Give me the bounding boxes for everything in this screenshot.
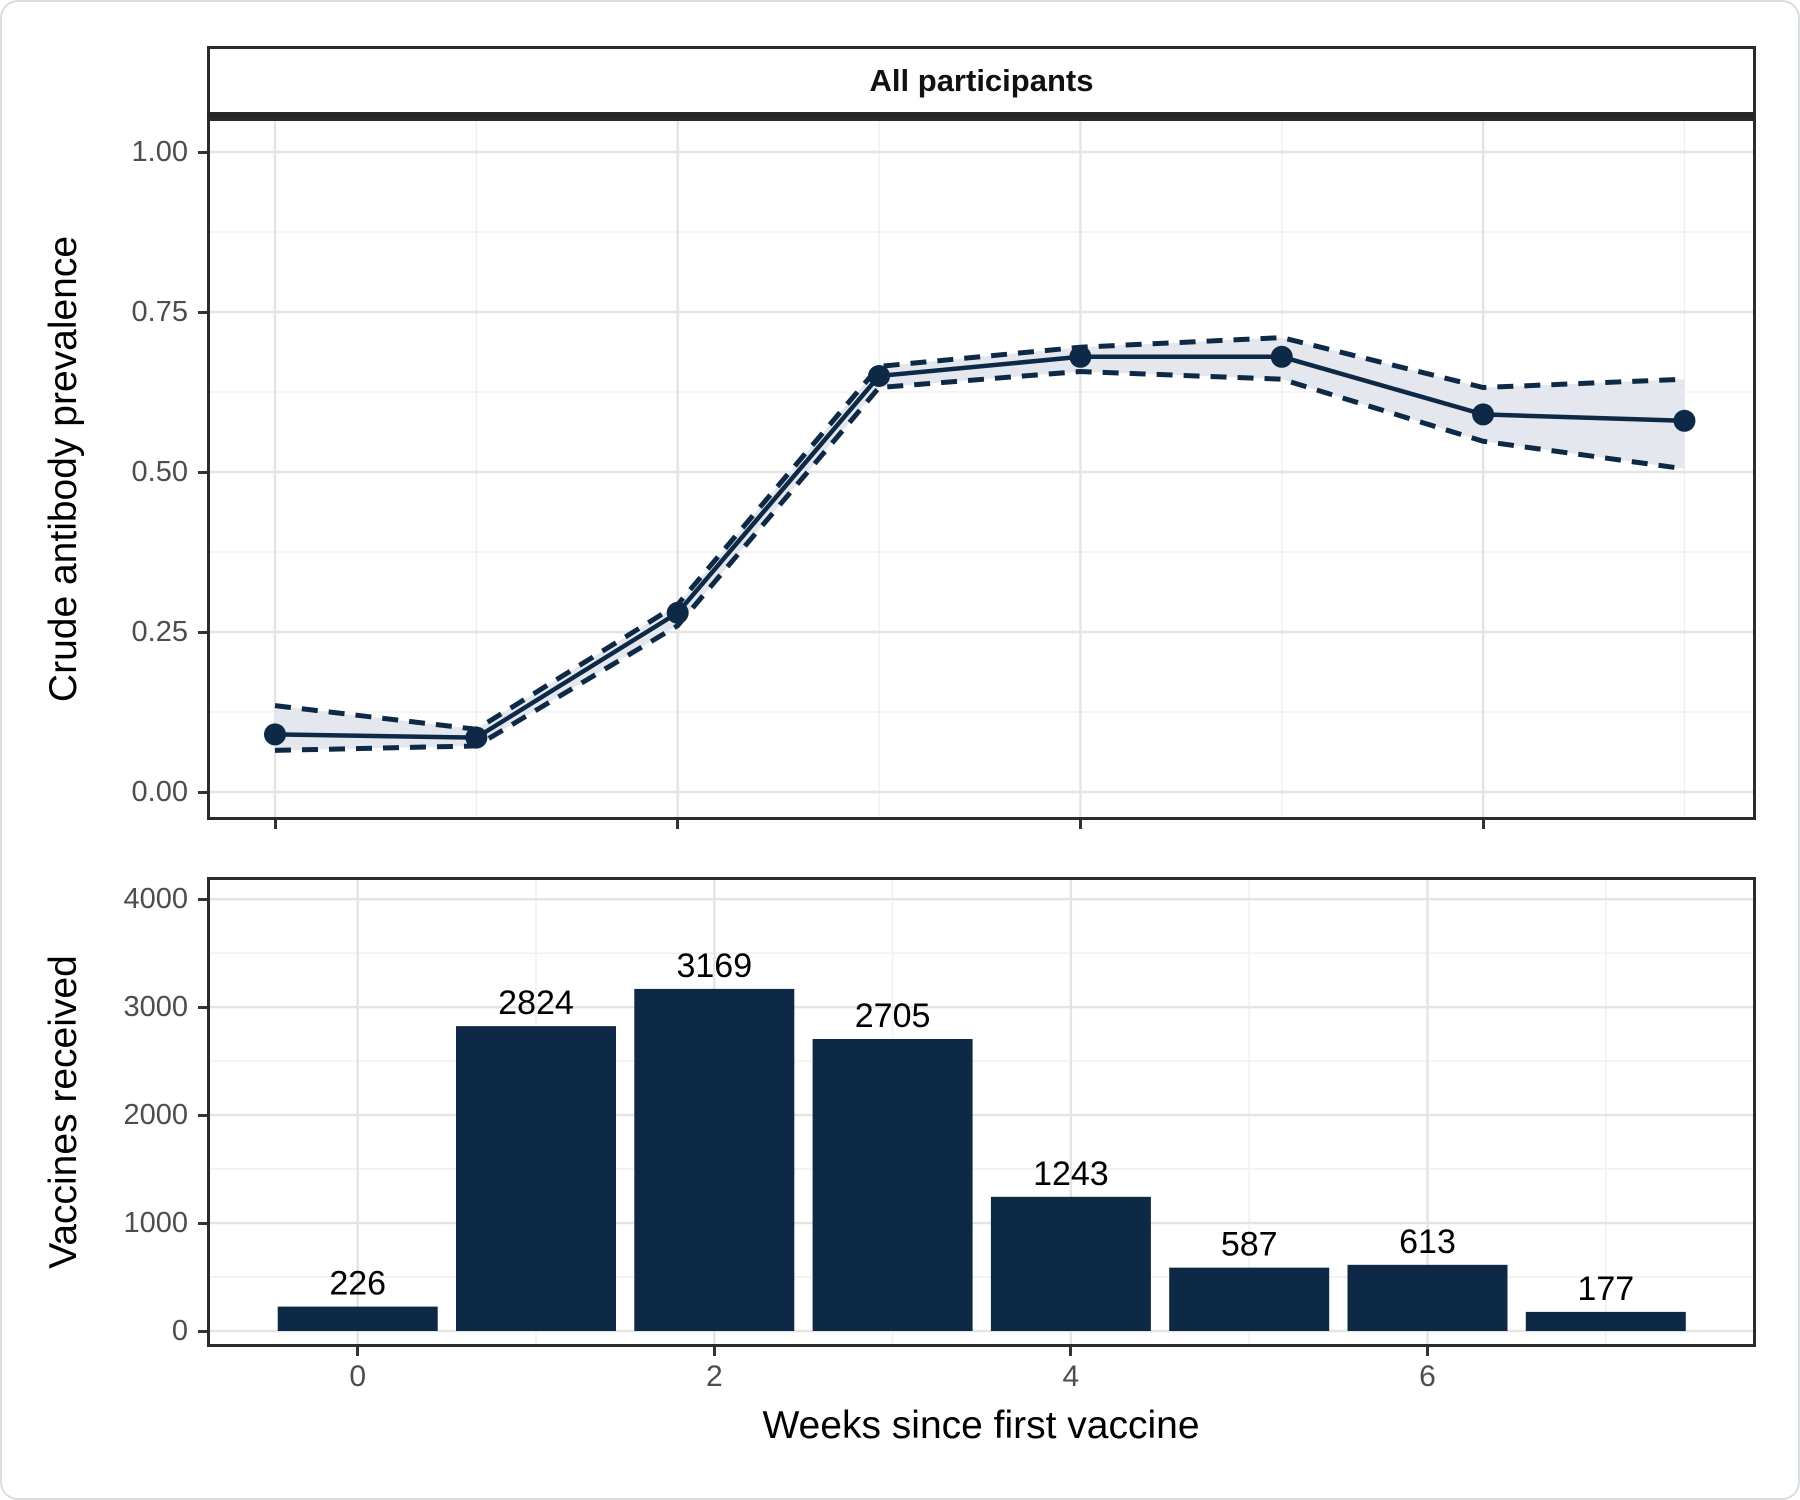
panel-border <box>207 877 1756 1347</box>
y-tick-label: 4000 <box>123 882 188 915</box>
ci-ribbon <box>275 337 1685 751</box>
x-axis-title: Weeks since first vaccine <box>762 1404 1200 1447</box>
y-tick-label: 1.00 <box>131 135 188 168</box>
panel-border <box>207 118 1756 820</box>
y-tick <box>198 1221 207 1225</box>
facet-strip-label: All participants <box>869 62 1094 98</box>
data-point <box>465 726 488 749</box>
data-point <box>666 601 689 624</box>
bar-value-label: 613 <box>1399 1223 1456 1261</box>
bar <box>634 988 795 1331</box>
y-tick <box>198 1005 207 1009</box>
x-tick-label: 0 <box>349 1360 367 1393</box>
panel-background <box>207 118 1756 820</box>
x-tick-label: 6 <box>1419 1360 1436 1393</box>
y-tick <box>198 790 207 794</box>
y-tick-label: 2000 <box>123 1098 188 1131</box>
bar-value-label: 1243 <box>1033 1155 1109 1193</box>
bar-value-label: 2705 <box>855 997 931 1035</box>
bar <box>812 1038 973 1331</box>
y-axis-title-prevalence: Crude antibody prevalence <box>42 235 85 703</box>
prevalence-line <box>274 354 1685 740</box>
x-tick-top-panel <box>1078 820 1082 829</box>
x-tick-top-panel <box>676 820 680 829</box>
x-tick-top-panel <box>1481 820 1485 829</box>
y-tick-label: 3000 <box>123 990 188 1023</box>
x-tick <box>1426 1347 1429 1356</box>
y-tick <box>198 897 207 901</box>
x-tick-label: 2 <box>705 1360 723 1393</box>
x-tick-top-panel <box>273 820 277 829</box>
bar <box>277 1306 438 1331</box>
data-point <box>1270 345 1293 368</box>
vaccines-bar-chart: 226 2824 3169 2705 1243 587 613 177 <box>207 877 1756 1347</box>
ci-upper-line <box>274 335 1685 732</box>
data-point <box>1472 403 1495 426</box>
y-tick-label: 0.50 <box>131 455 188 488</box>
bar <box>1525 1311 1686 1331</box>
y-tick-label: 0.00 <box>131 775 188 808</box>
y-tick-label: 1000 <box>123 1206 188 1239</box>
data-point <box>1069 345 1092 368</box>
y-tick <box>198 1113 207 1117</box>
bar-value-label: 226 <box>329 1265 386 1303</box>
bar-value-label: 177 <box>1577 1270 1634 1308</box>
bar-value-label: 3169 <box>676 947 752 985</box>
y-tick <box>198 1329 207 1333</box>
facet-strip: All participants <box>207 46 1756 118</box>
y-tick-label: 0 <box>171 1314 188 1347</box>
x-tick <box>712 1347 716 1356</box>
x-tick <box>1069 1347 1073 1356</box>
y-tick <box>198 150 207 154</box>
prevalence-line-chart <box>207 118 1756 820</box>
bar <box>456 1026 616 1331</box>
data-point <box>868 365 891 387</box>
y-tick <box>198 310 207 314</box>
bar-value-label: 587 <box>1221 1226 1278 1264</box>
data-point <box>1673 409 1696 432</box>
bar <box>1169 1267 1330 1331</box>
x-tick-label: 4 <box>1062 1360 1080 1393</box>
bar <box>1347 1264 1508 1331</box>
y-tick-label: 0.25 <box>131 615 188 648</box>
y-tick <box>198 630 207 634</box>
data-point <box>264 723 286 746</box>
x-tick <box>356 1347 360 1356</box>
bar <box>990 1196 1151 1331</box>
y-tick-label: 0.75 <box>131 295 188 328</box>
bar-value-label: 2824 <box>498 984 574 1022</box>
y-tick <box>198 470 207 474</box>
y-axis-title-vaccines: Vaccines received <box>42 955 85 1269</box>
ci-lower-line <box>274 369 1685 753</box>
